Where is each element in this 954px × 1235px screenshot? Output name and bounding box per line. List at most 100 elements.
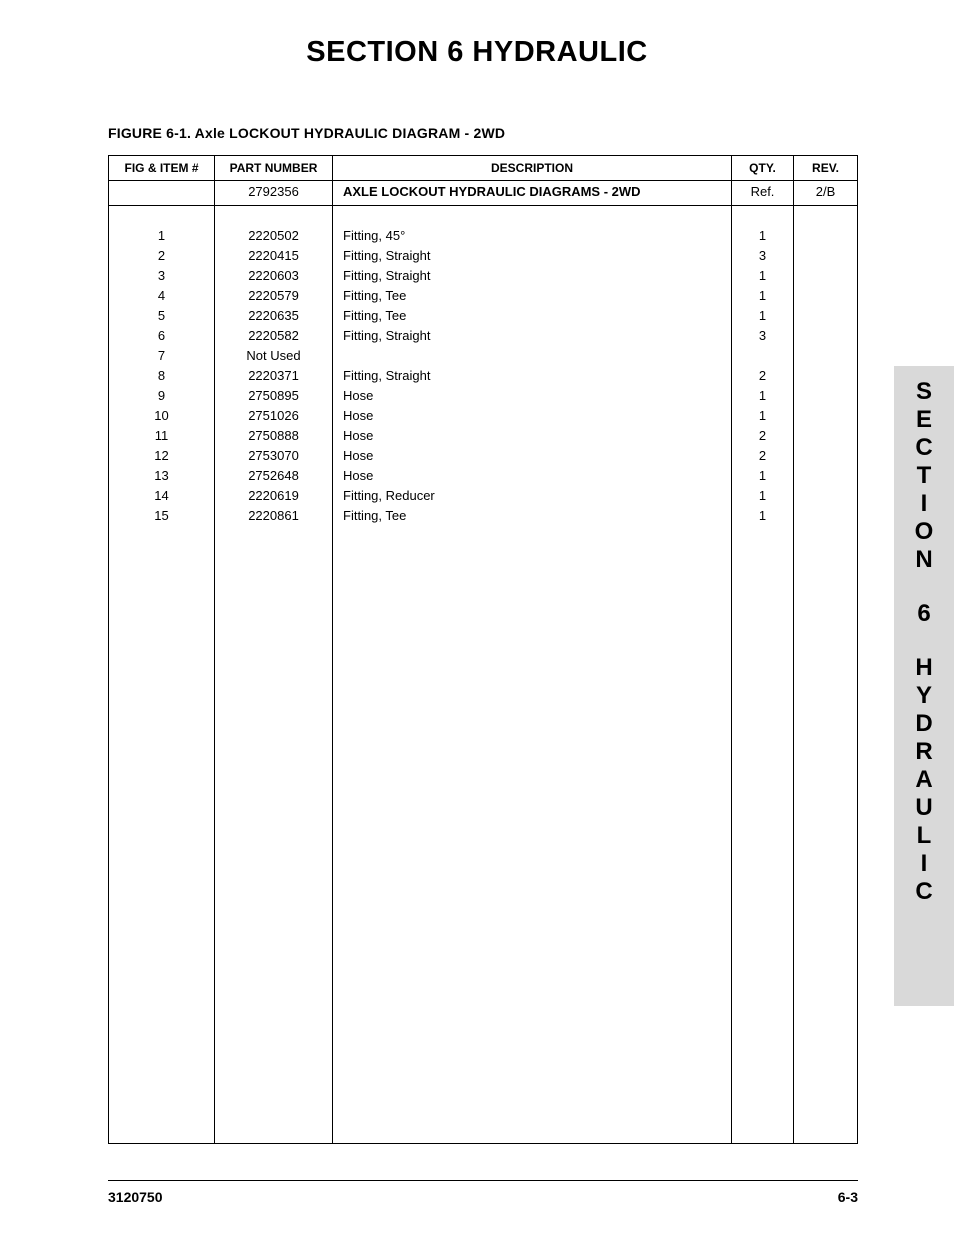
cell-desc: Hose (333, 386, 732, 406)
cell-qty (732, 346, 794, 366)
cell-fig: 4 (109, 286, 215, 306)
cell-fig: 10 (109, 406, 215, 426)
cell-desc: Fitting, Tee (333, 286, 732, 306)
side-tab-letter: C (915, 878, 932, 906)
cell-qty: Ref. (732, 181, 794, 206)
cell-desc: Hose (333, 426, 732, 446)
cell-fig: 11 (109, 426, 215, 446)
cell-part: 2752648 (215, 466, 333, 486)
cell-rev (794, 266, 858, 286)
table-row: 42220579Fitting, Tee1 (109, 286, 858, 306)
footer-page-number: 6-3 (838, 1189, 858, 1205)
cell-desc: Hose (333, 406, 732, 426)
cell-empty (794, 206, 858, 226)
cell-qty: 1 (732, 406, 794, 426)
cell-desc: Fitting, 45° (333, 226, 732, 246)
cell-qty: 3 (732, 326, 794, 346)
col-header-desc: DESCRIPTION (333, 156, 732, 181)
cell-fig: 9 (109, 386, 215, 406)
side-tab-letter: I (921, 490, 928, 518)
cell-qty: 2 (732, 446, 794, 466)
cell-rev (794, 506, 858, 526)
table-row: 112750888Hose2 (109, 426, 858, 446)
content-area: FIGURE 6-1. Axle LOCKOUT HYDRAULIC DIAGR… (0, 125, 954, 1144)
cell-fig: 13 (109, 466, 215, 486)
side-tab-letter: D (915, 710, 932, 738)
side-tab-letter: E (916, 406, 932, 434)
table-row: 7Not Used (109, 346, 858, 366)
side-tab-letter: A (915, 766, 932, 794)
cell-desc: Hose (333, 446, 732, 466)
cell-desc: Hose (333, 466, 732, 486)
cell-empty (333, 526, 732, 1144)
cell-empty (732, 526, 794, 1144)
cell-rev (794, 426, 858, 446)
cell-rev (794, 406, 858, 426)
cell-fig: 6 (109, 326, 215, 346)
cell-part: 2220579 (215, 286, 333, 306)
cell-part: 2750888 (215, 426, 333, 446)
cell-qty: 1 (732, 466, 794, 486)
cell-empty (333, 206, 732, 226)
cell-qty: 1 (732, 226, 794, 246)
side-tab-letter: R (915, 738, 932, 766)
cell-empty (109, 526, 215, 1144)
cell-rev (794, 446, 858, 466)
side-tab-letter: Y (916, 682, 932, 710)
cell-rev (794, 366, 858, 386)
table-filler-row (109, 526, 858, 1144)
table-row: 32220603Fitting, Straight1 (109, 266, 858, 286)
cell-part: 2220502 (215, 226, 333, 246)
cell-empty (109, 206, 215, 226)
cell-desc: Fitting, Straight (333, 326, 732, 346)
cell-rev (794, 326, 858, 346)
table-header-row: FIG & ITEM # PART NUMBER DESCRIPTION QTY… (109, 156, 858, 181)
parts-table: FIG & ITEM # PART NUMBER DESCRIPTION QTY… (108, 155, 858, 1144)
cell-qty: 3 (732, 246, 794, 266)
side-tab-letter: L (917, 822, 932, 850)
table-row: 142220619Fitting, Reducer1 (109, 486, 858, 506)
cell-fig: 12 (109, 446, 215, 466)
side-tab-letter: C (915, 434, 932, 462)
side-tab-letter: I (921, 850, 928, 878)
side-tab-word-number: 6 (917, 600, 930, 628)
table-row: 12220502Fitting, 45°1 (109, 226, 858, 246)
cell-desc: Fitting, Straight (333, 366, 732, 386)
footer-doc-number: 3120750 (108, 1189, 163, 1205)
cell-part: 2220861 (215, 506, 333, 526)
cell-rev (794, 286, 858, 306)
cell-desc: Fitting, Tee (333, 306, 732, 326)
cell-rev (794, 246, 858, 266)
cell-fig: 3 (109, 266, 215, 286)
table-row: 122753070Hose2 (109, 446, 858, 466)
side-tab-letter: N (915, 546, 932, 574)
table-row: 52220635Fitting, Tee1 (109, 306, 858, 326)
cell-fig: 7 (109, 346, 215, 366)
side-tab: SECTION 6 HYDRAULIC (894, 366, 954, 1006)
cell-part: 2751026 (215, 406, 333, 426)
cell-fig (109, 181, 215, 206)
side-tab-letter: U (915, 794, 932, 822)
section-title: SECTION 6 HYDRAULIC (0, 36, 954, 69)
cell-part: Not Used (215, 346, 333, 366)
figure-title: FIGURE 6-1. Axle LOCKOUT HYDRAULIC DIAGR… (108, 125, 858, 141)
cell-part: 2220582 (215, 326, 333, 346)
cell-qty: 2 (732, 366, 794, 386)
cell-empty (215, 206, 333, 226)
cell-rev (794, 306, 858, 326)
cell-qty: 1 (732, 306, 794, 326)
table-row: 92750895Hose1 (109, 386, 858, 406)
cell-desc: Fitting, Reducer (333, 486, 732, 506)
cell-part: 2220371 (215, 366, 333, 386)
side-tab-letter: S (916, 378, 932, 406)
cell-empty (732, 206, 794, 226)
cell-qty: 1 (732, 266, 794, 286)
table-row: 152220861Fitting, Tee1 (109, 506, 858, 526)
cell-qty: 1 (732, 386, 794, 406)
cell-rev (794, 486, 858, 506)
col-header-qty: QTY. (732, 156, 794, 181)
cell-empty (794, 526, 858, 1144)
cell-rev (794, 346, 858, 366)
table-row: 22220415Fitting, Straight3 (109, 246, 858, 266)
cell-qty: 1 (732, 506, 794, 526)
